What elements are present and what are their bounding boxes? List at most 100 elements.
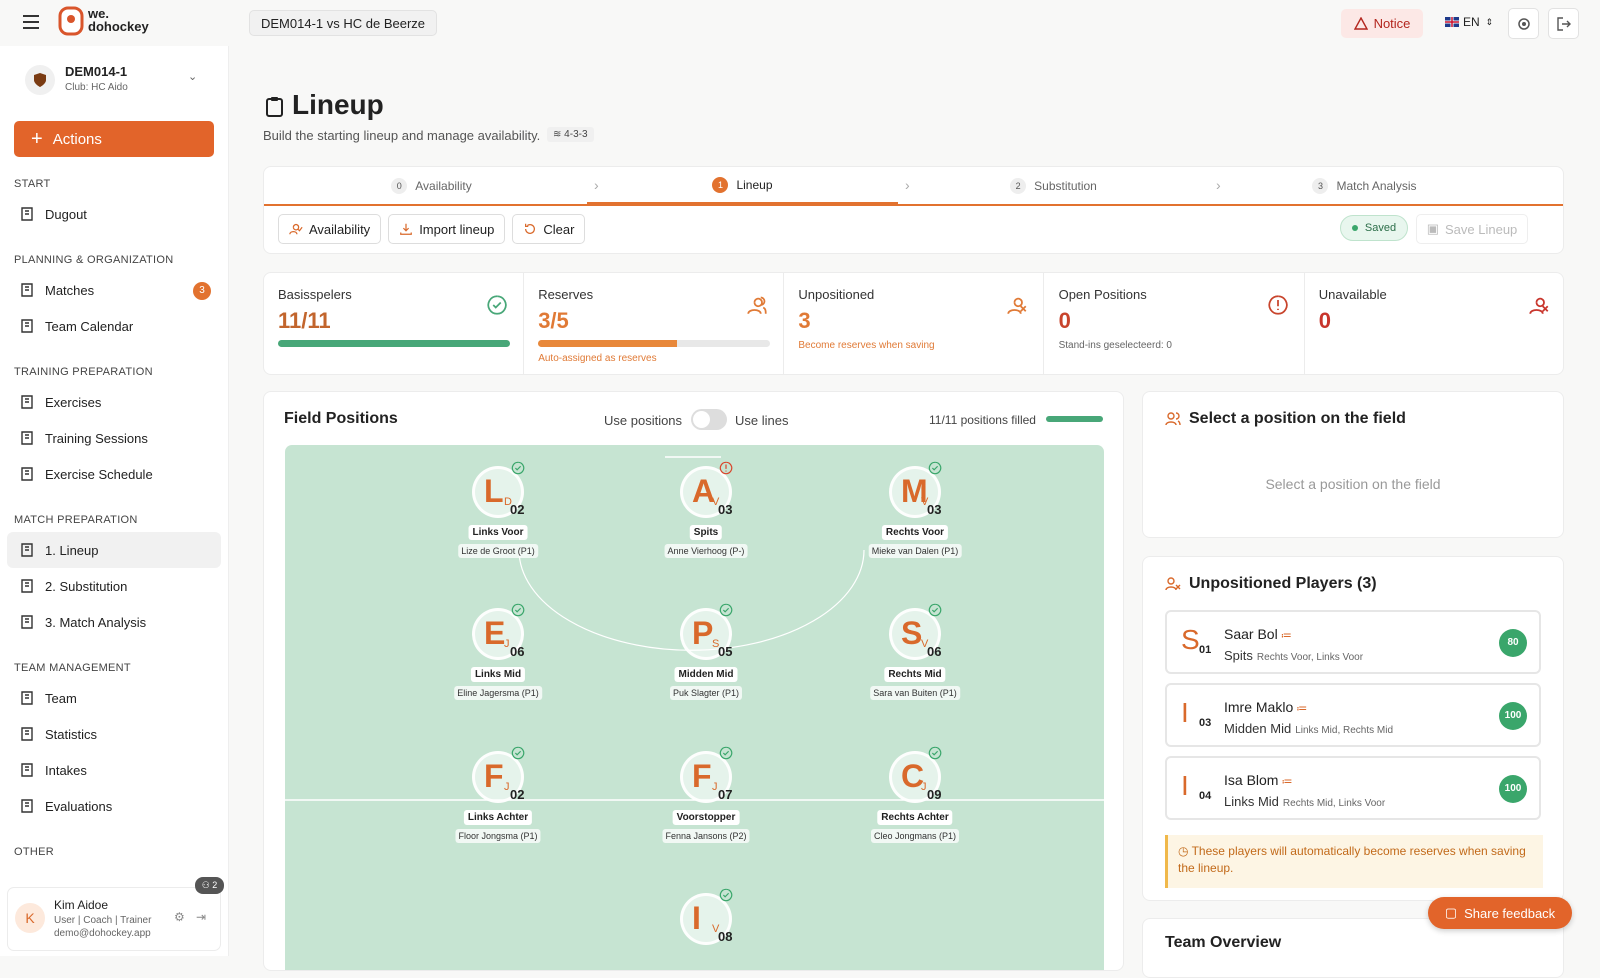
nav-icon xyxy=(21,207,33,221)
player-number: 05 xyxy=(718,644,733,659)
stat-note: Stand-ins geselecteerd: 0 xyxy=(1058,340,1172,351)
player-circle: L D 02 xyxy=(472,466,524,518)
nav-item[interactable]: Training Sessions xyxy=(7,420,221,456)
player-alternatives: Links Mid, Rechts Mid xyxy=(1295,725,1394,736)
nav-item[interactable]: Team xyxy=(7,680,221,716)
player-position: Rechts Voor xyxy=(881,525,949,540)
nav-item[interactable]: Dugout xyxy=(7,196,221,232)
nav-item[interactable]: Statistics xyxy=(7,716,221,752)
unpositioned-player[interactable]: S 01 Saar Bol ≔ Spits Rechts Voor, Links Voo… xyxy=(1165,610,1541,674)
player-status-shape xyxy=(928,603,942,617)
stat-icon-shape xyxy=(747,296,767,315)
player-number: 03 xyxy=(927,502,942,517)
nav-item[interactable]: Exercises xyxy=(7,384,221,420)
player-number: 06 xyxy=(510,644,525,659)
logout-button[interactable] xyxy=(1548,8,1579,39)
nav-item[interactable]: Intakes xyxy=(7,752,221,788)
player-name: Fenna Jansons (P2) xyxy=(662,829,750,843)
nav-item[interactable]: Support / Feedback xyxy=(7,864,221,872)
nav-icon-shape xyxy=(21,543,33,557)
step[interactable]: 0 Availability xyxy=(276,167,587,205)
toolbar: Availability Import lineup Clear xyxy=(278,214,592,244)
language: EN xyxy=(1463,15,1480,29)
nav-item[interactable]: Evaluations xyxy=(7,788,221,824)
nav-item[interactable]: 3. Match Analysis xyxy=(7,604,221,640)
gear-icon xyxy=(1518,18,1530,30)
team-chevron[interactable]: ⌄ xyxy=(188,71,198,83)
nav-icon-shape xyxy=(21,395,33,409)
player-status xyxy=(928,603,942,617)
nav-item[interactable]: Team Calendar xyxy=(7,308,221,344)
toolbar-icon-shape xyxy=(400,223,413,235)
user-x-icon xyxy=(1165,577,1181,591)
player-sub: J xyxy=(504,638,510,650)
unpositioned-player[interactable]: I 03 Imre Maklo ≔ Midden Mid Links Mid, Rech… xyxy=(1165,683,1541,747)
nav-icon xyxy=(21,467,33,481)
player-sub: J xyxy=(504,781,510,793)
nav-label: Training Sessions xyxy=(45,430,148,446)
nav-icon xyxy=(21,799,33,813)
step-number: 3 xyxy=(1312,178,1329,194)
stat-label: Unpositioned xyxy=(798,287,875,302)
user-settings[interactable]: ⚙ xyxy=(174,910,185,924)
filled-label: 11/11 positions filled xyxy=(929,413,1036,427)
stat: Reserves 3/5 Auto-assigned as reserves xyxy=(524,273,785,374)
settings-button[interactable] xyxy=(1508,8,1539,39)
nav-item[interactable]: 1. Lineup xyxy=(7,532,221,568)
nav-item[interactable]: Matches 3 xyxy=(7,272,221,308)
nav-icon xyxy=(21,283,33,297)
unpositioned-player[interactable]: I 04 Isa Blom ≔ Links Mid Rechts Mid, Links … xyxy=(1165,756,1541,820)
logout-icon xyxy=(1557,17,1571,31)
actions-label: Actions xyxy=(52,130,102,148)
player-initial: S xyxy=(1181,624,1200,655)
actions-button[interactable]: + Actions xyxy=(14,121,214,157)
player-score: 100 xyxy=(1499,702,1527,730)
player-circle: F J 02 xyxy=(472,751,524,803)
step[interactable]: 1 Lineup xyxy=(587,167,898,205)
player-number: 03 xyxy=(1199,717,1212,729)
nav-icon xyxy=(21,579,33,593)
player-number: 02 xyxy=(510,787,525,802)
match-chip[interactable]: DEM014-1 vs HC de Beerze xyxy=(249,10,438,36)
language-select[interactable]: EN ⇕ xyxy=(1445,15,1493,29)
chevron: ⇕ xyxy=(1485,16,1494,27)
nav-label: Dugout xyxy=(45,206,87,222)
unpositioned-title: Unpositioned Players (3) xyxy=(1189,575,1377,592)
nav-label: Exercise Schedule xyxy=(45,466,153,482)
feedback-button[interactable]: ▢ Share feedback xyxy=(1428,897,1572,929)
stat-note: Become reserves when saving xyxy=(798,340,935,351)
player-sub: V xyxy=(921,496,929,508)
stat-icon xyxy=(1529,297,1549,315)
toolbar-button[interactable]: Clear xyxy=(512,214,586,244)
toolbar-icon-shape xyxy=(525,223,536,234)
player-number: 06 xyxy=(927,644,942,659)
field-card: Field Positions Use positions Use lines … xyxy=(263,391,1124,971)
toggle[interactable] xyxy=(691,409,727,430)
player-initial: F xyxy=(692,758,712,794)
toolbar-button[interactable]: Availability xyxy=(278,214,382,244)
player-alternatives: Rechts Mid, Links Voor xyxy=(1282,798,1386,809)
notice-button[interactable]: Notice xyxy=(1341,9,1423,38)
nav-item[interactable]: 2. Substitution xyxy=(7,568,221,604)
player-status-shape xyxy=(719,746,733,760)
menu-icon[interactable] xyxy=(22,14,40,30)
step[interactable]: 3 Match Analysis xyxy=(1209,167,1520,205)
player-status-shape xyxy=(511,461,525,475)
toolbar-button[interactable]: Import lineup xyxy=(388,214,506,244)
player-sub: J xyxy=(921,781,927,793)
player-initial: I xyxy=(1181,770,1189,801)
step[interactable]: 2 Substitution xyxy=(898,167,1209,205)
nav-icon xyxy=(21,615,33,629)
stat-value: 0 xyxy=(1058,308,1071,333)
save-button[interactable]: ▣ Save Lineup xyxy=(1416,214,1528,244)
player-sub: J xyxy=(712,781,718,793)
nav-icon xyxy=(21,543,33,557)
player-status xyxy=(928,746,942,760)
player-circle: A V 03 xyxy=(680,466,732,518)
team-name: DEM014-1 xyxy=(65,64,128,79)
nav-item[interactable]: Exercise Schedule xyxy=(7,456,221,492)
page-subtitle: Build the starting lineup and manage ava… xyxy=(263,128,541,143)
navigation: START Dugout PLANNING & ORGANIZATION Matche… xyxy=(0,172,228,872)
stat-value: 3/5 xyxy=(538,308,569,333)
user-logout[interactable]: ⇥ xyxy=(196,910,207,924)
